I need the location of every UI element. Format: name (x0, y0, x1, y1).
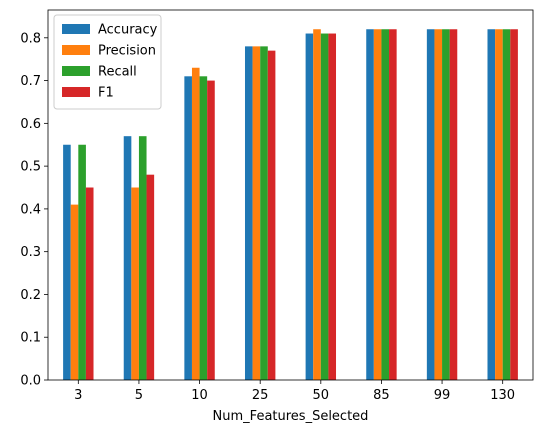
axes-frame (47, 9, 534, 381)
bar-recall-99 (442, 29, 450, 380)
bar-recall-50 (320, 33, 329, 380)
bars (63, 29, 518, 381)
legend-swatch-f1 (62, 87, 90, 97)
legend-swatch-recall (62, 66, 90, 76)
x-tick-label: 5 (135, 388, 143, 403)
legend-label-accuracy: Accuracy (98, 23, 158, 38)
y-tick-label: 0.0 (20, 374, 41, 389)
x-tick-label: 85 (373, 388, 390, 403)
bar-recall-130 (502, 29, 511, 380)
x-tick-label: 25 (252, 388, 269, 403)
bar-f1-50 (328, 33, 337, 380)
legend-label-precision: Precision (98, 44, 156, 59)
y-tick-label: 0.4 (20, 202, 41, 217)
bar-precision-3 (70, 204, 79, 380)
bar-precision-25 (252, 46, 261, 381)
bar-accuracy-10 (184, 76, 192, 381)
bar-f1-5 (146, 174, 155, 380)
legend-label-f1: F1 (98, 86, 114, 101)
legend-box (53, 14, 162, 110)
bar-f1-130 (510, 29, 518, 380)
bar-recall-25 (260, 46, 268, 381)
bar-precision-5 (131, 187, 139, 380)
bar-precision-130 (495, 29, 503, 380)
bar-accuracy-5 (123, 136, 132, 380)
y-tick-label: 0.7 (20, 74, 41, 89)
bar-recall-3 (78, 144, 86, 380)
bar-accuracy-50 (305, 33, 314, 380)
y-tick-label: 0.8 (20, 31, 41, 46)
x-axis-ticks: 3 5 10 25 50 85 99 130 (74, 380, 515, 403)
bar-accuracy-3 (63, 144, 71, 380)
bar-accuracy-99 (426, 29, 435, 380)
y-tick-label: 0.2 (20, 288, 41, 303)
x-tick-label: 130 (490, 388, 515, 403)
x-tick-label: 99 (434, 388, 451, 403)
bar-f1-99 (449, 29, 458, 380)
bar-f1-3 (85, 187, 94, 380)
x-tick-label: 50 (313, 388, 330, 403)
bar-f1-25 (267, 50, 276, 380)
y-axis-ticks: 0.0 0.1 0.2 0.3 0.4 0.5 0.6 0.7 0.8 (20, 31, 48, 389)
bar-precision-85 (373, 29, 382, 380)
y-tick-label: 0.3 (20, 245, 41, 260)
bar-precision-99 (434, 29, 443, 380)
bar-recall-85 (381, 29, 390, 380)
legend-label-recall: Recall (98, 65, 137, 80)
y-tick-label: 0.6 (20, 117, 41, 132)
bar-f1-85 (389, 29, 397, 380)
bar-accuracy-130 (487, 29, 496, 380)
bar-precision-10 (191, 67, 200, 380)
y-tick-label: 0.5 (20, 160, 41, 175)
x-axis-label: Num_Features_Selected (213, 409, 369, 424)
legend: Accuracy Precision Recall F1 (53, 14, 162, 110)
bar-accuracy-85 (366, 29, 374, 380)
x-tick-label: 3 (74, 388, 82, 403)
legend-swatch-precision (62, 45, 90, 55)
axes (47, 9, 534, 381)
bar-accuracy-25 (244, 46, 253, 381)
bar-precision-50 (313, 29, 321, 380)
x-tick-label: 10 (191, 388, 208, 403)
bar-recall-5 (138, 136, 147, 380)
bar-recall-10 (199, 76, 208, 381)
legend-swatch-accuracy (62, 24, 90, 34)
bar-f1-10 (207, 80, 215, 380)
y-tick-label: 0.1 (20, 331, 41, 346)
